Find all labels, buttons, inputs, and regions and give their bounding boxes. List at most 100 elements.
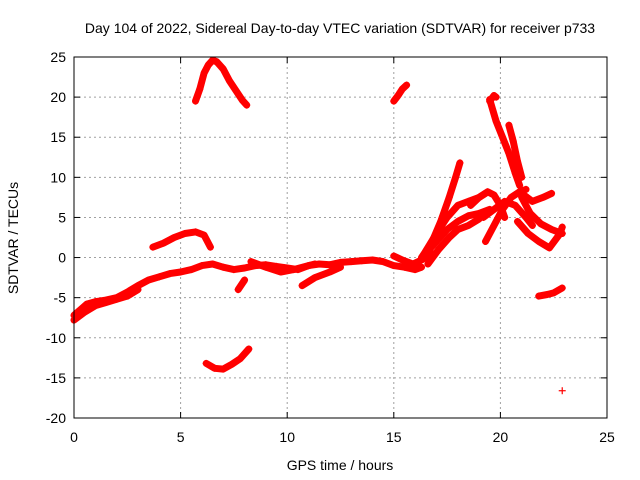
data-point bbox=[305, 262, 313, 270]
data-point bbox=[177, 268, 185, 276]
x-tick-label: 15 bbox=[386, 429, 402, 445]
data-point bbox=[492, 117, 500, 125]
data-point bbox=[83, 300, 91, 308]
series-trace-tail-21-23c bbox=[516, 188, 556, 205]
data-point bbox=[123, 292, 131, 300]
data-point bbox=[326, 261, 334, 269]
series-trace-mesh-19-21b bbox=[479, 197, 536, 229]
data-point bbox=[464, 212, 472, 220]
data-point bbox=[475, 209, 483, 217]
data-point bbox=[454, 225, 462, 233]
data-point bbox=[298, 282, 306, 290]
series-trace-drop-21 bbox=[505, 121, 526, 181]
data-point bbox=[160, 239, 168, 247]
data-point bbox=[522, 185, 530, 193]
data-point bbox=[548, 189, 556, 197]
data-point bbox=[290, 266, 298, 274]
data-point bbox=[526, 209, 534, 217]
data-point bbox=[499, 133, 507, 141]
data-point bbox=[539, 193, 547, 201]
data-point bbox=[209, 260, 217, 268]
data-point bbox=[398, 85, 406, 93]
data-point bbox=[262, 263, 270, 271]
data-point bbox=[522, 213, 530, 221]
data-point bbox=[243, 101, 251, 109]
data-point bbox=[528, 197, 536, 205]
data-point bbox=[486, 97, 494, 105]
data-point bbox=[390, 97, 398, 105]
data-point bbox=[204, 61, 212, 69]
data-point bbox=[432, 238, 440, 246]
data-point bbox=[490, 221, 498, 229]
data-point bbox=[490, 205, 498, 213]
data-point bbox=[202, 359, 210, 367]
data-point bbox=[379, 258, 387, 266]
x-axis-label: GPS time / hours bbox=[287, 457, 394, 473]
data-point bbox=[247, 258, 255, 266]
data-point bbox=[337, 263, 344, 271]
data-point bbox=[219, 65, 227, 73]
y-tick-label: 0 bbox=[58, 250, 66, 266]
y-tick-label: 20 bbox=[50, 89, 66, 105]
x-tick-label: 25 bbox=[599, 429, 615, 445]
data-point bbox=[181, 229, 189, 237]
data-point bbox=[452, 173, 460, 181]
y-tick-label: -10 bbox=[46, 330, 66, 346]
data-point bbox=[390, 252, 398, 260]
data-point bbox=[467, 201, 475, 209]
data-point bbox=[454, 217, 462, 225]
data-point bbox=[435, 246, 443, 254]
series-trace-drop-20 bbox=[486, 96, 524, 189]
data-point bbox=[432, 229, 440, 237]
data-point bbox=[241, 264, 249, 272]
data-point bbox=[326, 268, 334, 276]
data-point bbox=[445, 234, 453, 241]
data-point bbox=[516, 181, 524, 189]
data-point bbox=[418, 263, 426, 271]
data-point bbox=[219, 263, 227, 271]
y-tick-label: -5 bbox=[54, 290, 67, 306]
data-point bbox=[102, 298, 110, 306]
series-trace-rise-c bbox=[424, 215, 483, 268]
data-point bbox=[490, 191, 498, 199]
data-point bbox=[238, 96, 246, 104]
x-tick-label: 20 bbox=[493, 429, 509, 445]
data-point bbox=[507, 193, 515, 201]
data-point bbox=[443, 225, 451, 233]
data-point bbox=[505, 121, 513, 129]
data-point bbox=[535, 238, 543, 246]
data-point bbox=[196, 85, 204, 93]
data-point bbox=[170, 234, 178, 241]
y-tick-label: -20 bbox=[46, 410, 66, 426]
data-point bbox=[394, 92, 402, 100]
data-point bbox=[155, 273, 163, 281]
data-point bbox=[509, 137, 517, 145]
data-point bbox=[513, 217, 521, 225]
data-point bbox=[543, 290, 551, 298]
data-point bbox=[232, 87, 240, 95]
y-tick-label: 10 bbox=[50, 169, 66, 185]
series-trace-arc-early bbox=[149, 228, 214, 251]
data-point bbox=[513, 157, 521, 165]
data-point bbox=[91, 302, 99, 310]
data-point bbox=[198, 262, 206, 270]
data-point bbox=[501, 213, 509, 221]
data-point bbox=[211, 364, 219, 372]
x-tick-label: 0 bbox=[70, 429, 78, 445]
data-point bbox=[456, 159, 464, 167]
data-point bbox=[484, 188, 492, 196]
data-point bbox=[236, 355, 244, 363]
data-point bbox=[479, 213, 487, 221]
series-layer bbox=[70, 56, 566, 395]
data-point bbox=[445, 193, 453, 201]
data-point bbox=[226, 77, 234, 85]
data-point bbox=[501, 197, 509, 205]
data-point bbox=[277, 268, 285, 276]
data-point bbox=[535, 292, 543, 300]
series-trace-segment-mid bbox=[298, 263, 344, 290]
data-point bbox=[528, 221, 536, 229]
data-point bbox=[311, 274, 319, 282]
data-point bbox=[454, 201, 462, 209]
x-tick-label: 10 bbox=[279, 429, 295, 445]
series-trace-short-dip bbox=[234, 276, 249, 294]
